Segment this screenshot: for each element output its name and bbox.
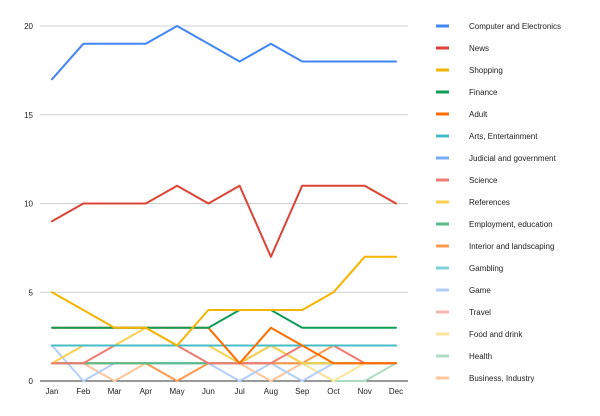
- legend-item: Science: [436, 176, 498, 185]
- legend-label: Arts, Entertainment: [469, 132, 538, 141]
- legend-label: Shopping: [469, 66, 503, 75]
- x-tick-label: Mar: [108, 387, 122, 396]
- legend: Computer and Electronics News Shopping Fina…: [436, 22, 561, 383]
- x-tick-label: May: [170, 387, 185, 396]
- x-tick-label: Jan: [46, 387, 59, 396]
- y-tick-label: 15: [24, 111, 33, 120]
- x-tick-label: Oct: [327, 387, 340, 396]
- legend-label: References: [469, 198, 510, 207]
- legend-label: Adult: [469, 110, 488, 119]
- legend-item: Interior and landscaping: [436, 242, 554, 251]
- series-line: [51, 25, 397, 81]
- legend-item: Judicial and government: [436, 154, 556, 163]
- legend-label: Judicial and government: [469, 154, 556, 163]
- legend-item: Travel: [436, 308, 491, 317]
- series-line: [51, 309, 397, 329]
- series-line: [51, 344, 397, 365]
- legend-label: Business, Industry: [469, 374, 534, 383]
- x-tick-label: Jul: [235, 387, 245, 396]
- x-tick-label: Feb: [76, 387, 90, 396]
- y-tick-label: 10: [24, 200, 33, 209]
- legend-item: References: [436, 198, 510, 207]
- legend-label: News: [469, 44, 489, 53]
- y-axis-ticks: 0 5 10 15 20: [24, 22, 33, 386]
- legend-item: Shopping: [436, 66, 503, 75]
- legend-item: Gambling: [436, 264, 503, 273]
- x-tick-label: Aug: [264, 387, 278, 396]
- series-lines: [51, 25, 397, 382]
- x-tick-label: Jun: [202, 387, 215, 396]
- legend-item: News: [436, 44, 489, 53]
- legend-label: Game: [469, 286, 491, 295]
- x-tick-label: Dec: [389, 387, 403, 396]
- legend-label: Science: [469, 176, 498, 185]
- legend-label: Interior and landscaping: [469, 242, 554, 251]
- legend-label: Computer and Electronics: [469, 22, 561, 31]
- series-line: [51, 255, 397, 347]
- series-line: [51, 184, 397, 258]
- legend-item: Computer and Electronics: [436, 22, 561, 31]
- legend-item: Arts, Entertainment: [436, 132, 538, 141]
- x-tick-label: Apr: [140, 387, 153, 396]
- legend-item: Game: [436, 286, 491, 295]
- legend-item: Finance: [436, 88, 498, 97]
- legend-label: Employment, education: [469, 220, 553, 229]
- legend-item: Health: [436, 352, 492, 361]
- legend-label: Food and drink: [469, 330, 523, 339]
- legend-label: Finance: [469, 88, 498, 97]
- legend-item: Adult: [436, 110, 488, 119]
- legend-label: Travel: [469, 308, 491, 317]
- y-tick-label: 5: [29, 288, 34, 297]
- y-tick-label: 0: [29, 377, 34, 386]
- x-axis-ticks: Jan Feb Mar Apr May Jun Jul Aug Sep Oct Nov Dec: [46, 387, 404, 396]
- legend-label: Health: [469, 352, 492, 361]
- x-tick-label: Nov: [358, 387, 372, 396]
- legend-item: Business, Industry: [436, 374, 534, 383]
- legend-item: Employment, education: [436, 220, 553, 229]
- legend-label: Gambling: [469, 264, 503, 273]
- x-tick-label: Sep: [295, 387, 310, 396]
- y-tick-label: 20: [24, 22, 33, 31]
- legend-item: Food and drink: [436, 330, 523, 339]
